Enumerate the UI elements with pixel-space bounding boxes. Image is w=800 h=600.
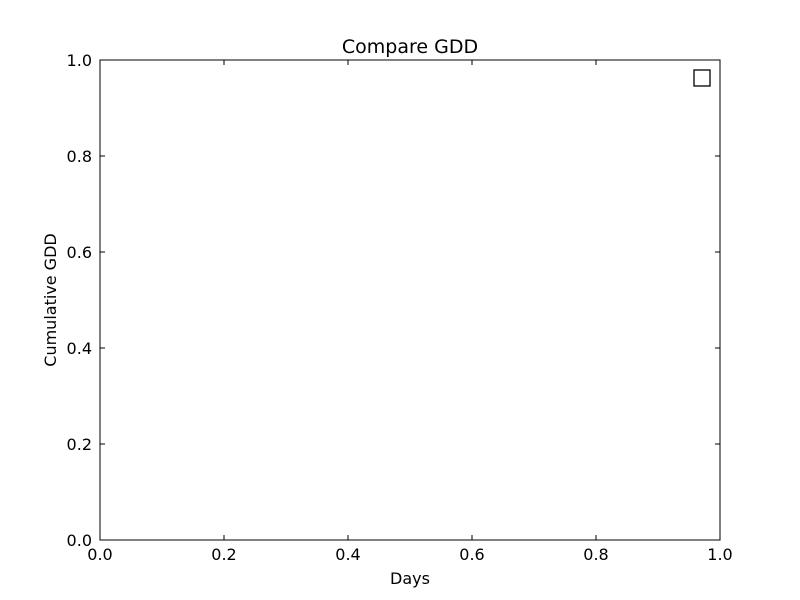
axis-ticks: 0.0 0.2 0.4 0.6 0.8 1.0 0.0 0.2 0.4 0.6 0.8 1.0	[67, 51, 733, 564]
x-tick-label: 0.0	[87, 545, 112, 564]
x-tick-label: 0.2	[211, 545, 236, 564]
y-tick-label: 1.0	[67, 51, 92, 70]
x-tick-label: 0.4	[335, 545, 360, 564]
y-tick-label: 0.4	[67, 339, 92, 358]
chart-title: Compare GDD	[342, 36, 478, 58]
y-tick-label: 0.6	[67, 243, 92, 262]
legend-box	[693, 69, 711, 87]
x-tick-label: 0.8	[583, 545, 608, 564]
plot-area-frame	[99, 59, 721, 541]
y-tick-label: 0.8	[67, 147, 92, 166]
y-tick-label: 0.0	[67, 531, 92, 550]
x-axis-label: Days	[390, 569, 430, 588]
x-tick-label: 1.0	[707, 545, 732, 564]
y-tick-label: 0.2	[67, 435, 92, 454]
y-axis-label: Cumulative GDD	[41, 233, 60, 366]
x-tick-label: 0.6	[459, 545, 484, 564]
